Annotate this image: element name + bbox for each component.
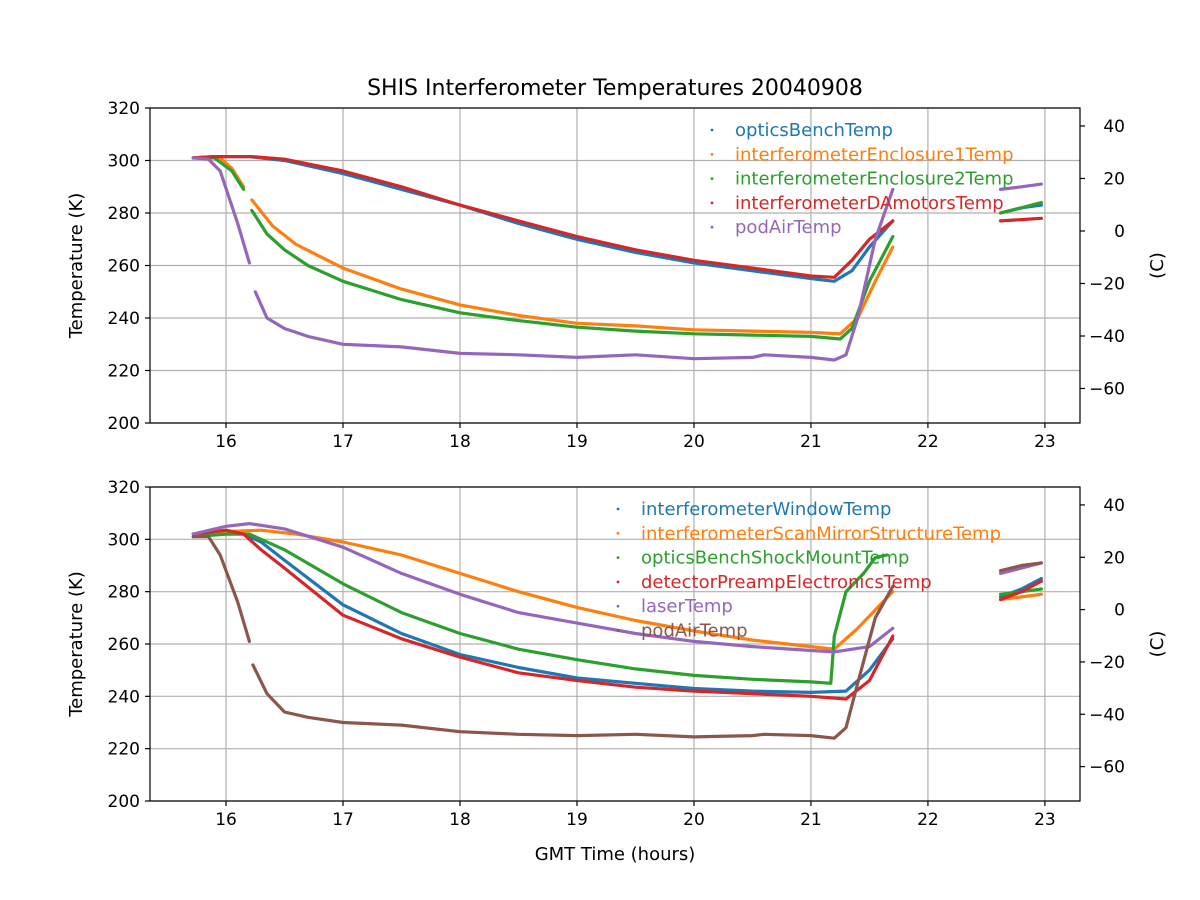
top-y-right-tick-label: 40 <box>1103 117 1125 137</box>
bottom-legend-label: interferometerScanMirrorStructureTemp <box>641 523 1001 544</box>
top-legend-marker <box>710 225 714 229</box>
bottom-y-tick-label: 280 <box>108 583 140 603</box>
chart-title: SHIS Interferometer Temperatures 2004090… <box>367 76 863 101</box>
top-legend-marker <box>710 177 714 181</box>
bottom-y-axis-label: Temperature (K) <box>66 571 87 718</box>
bottom-y-right-tick-label: −20 <box>1089 653 1125 673</box>
bottom-x-tick-label: 19 <box>566 810 588 830</box>
top-series-line <box>250 198 895 336</box>
bottom-axes-frame <box>149 486 1081 802</box>
bottom-x-tick-label: 21 <box>800 810 822 830</box>
top-series-line <box>250 208 895 341</box>
top-x-tick-label: 20 <box>683 432 705 452</box>
bottom-legend-label: opticsBenchShockMountTemp <box>641 548 909 569</box>
bottom-y-right-tick-label: −60 <box>1089 758 1125 778</box>
bottom-x-tick-label: 16 <box>215 810 237 830</box>
top-y-right-tick-label: 20 <box>1103 169 1125 189</box>
top-legend-label: interferometerEnclosure2Temp <box>735 169 1014 190</box>
bottom-x-tick-label: 18 <box>449 810 471 830</box>
bottom-legend-label: laserTemp <box>641 596 733 617</box>
bottom-series-line <box>191 535 251 644</box>
bottom-series-line <box>998 561 1044 573</box>
bottom-panel: 16 17 18 19 20 21 22 23200220240260280300320402… <box>66 478 1168 830</box>
top-panel: 16 17 18 19 20 21 22 23200220240260280300320402… <box>66 99 1168 452</box>
x-axis-label: GMT Time (hours) <box>535 844 696 865</box>
bottom-series-line <box>191 528 895 701</box>
bottom-y-right-tick-label: 20 <box>1103 548 1125 568</box>
bottom-legend-marker <box>616 531 620 535</box>
top-y-tick-label: 220 <box>108 362 140 382</box>
bottom-y-tick-label: 240 <box>108 687 140 707</box>
top-legend-marker <box>710 152 714 156</box>
bottom-legend-marker <box>616 580 620 584</box>
top-y-tick-label: 200 <box>108 414 140 434</box>
top-x-tick-label: 18 <box>449 432 471 452</box>
top-y-right-tick-label: −40 <box>1089 327 1125 347</box>
top-y-right-tick-label: −60 <box>1089 379 1125 399</box>
top-legend-label: interferometerDAmotorsTemp <box>735 193 1004 214</box>
bottom-x-tick-label: 22 <box>917 810 939 830</box>
top-legend-label: opticsBenchTemp <box>735 120 893 141</box>
top-y-tick-label: 280 <box>108 204 140 224</box>
bottom-series-interferometerScanMirrorStructureTemp <box>191 528 1044 651</box>
top-series-line <box>998 216 1044 223</box>
bottom-y-tick-label: 220 <box>108 740 140 760</box>
bottom-series-line <box>998 592 1044 602</box>
bottom-legend-label: podAirTemp <box>641 621 748 642</box>
top-y-right-tick-label: −20 <box>1089 274 1125 294</box>
bottom-legend-label: interferometerWindowTemp <box>641 499 891 520</box>
bottom-y-tick-label: 300 <box>108 530 140 550</box>
bottom-series-line <box>998 579 1044 602</box>
top-series-line <box>998 200 1044 215</box>
bottom-x-tick-label: 20 <box>683 810 705 830</box>
bottom-y-right-tick-label: −40 <box>1089 705 1125 725</box>
top-legend-marker <box>710 201 714 205</box>
top-series-line <box>250 155 895 279</box>
bottom-series-podAirTemp <box>191 535 1044 740</box>
top-y-tick-label: 260 <box>108 257 140 277</box>
bottom-y-tick-label: 320 <box>108 478 140 498</box>
bottom-x-tick-label: 17 <box>332 810 354 830</box>
top-x-tick-label: 21 <box>800 432 822 452</box>
bottom-series-line <box>191 528 895 651</box>
top-series-line <box>998 182 1044 191</box>
top-x-tick-label: 22 <box>917 432 939 452</box>
bottom-y-right-axis-label: (C) <box>1147 631 1168 658</box>
bottom-legend-marker <box>616 556 620 559</box>
bottom-series-line <box>191 521 895 654</box>
top-series-podAirTemp <box>191 156 1044 362</box>
bottom-y-right-tick-label: 40 <box>1103 496 1125 516</box>
bottom-legend-marker <box>616 604 620 608</box>
top-x-tick-label: 16 <box>215 432 237 452</box>
top-legend-marker <box>710 128 714 132</box>
top-y-tick-label: 240 <box>108 309 140 329</box>
top-x-tick-label: 19 <box>566 432 588 452</box>
top-y-right-axis-label: (C) <box>1147 252 1168 279</box>
bottom-y-right-tick-label: 0 <box>1114 601 1125 621</box>
bottom-series-line <box>251 584 895 740</box>
bottom-y-tick-label: 200 <box>108 792 140 812</box>
top-axes-frame <box>149 107 1081 424</box>
bottom-legend-marker <box>616 507 620 511</box>
top-x-tick-label: 17 <box>332 432 354 452</box>
bottom-series-line <box>191 529 895 695</box>
top-y-axis-label: Temperature (K) <box>66 193 87 340</box>
bottom-y-tick-label: 260 <box>108 635 140 655</box>
top-y-right-tick-label: 0 <box>1114 222 1125 242</box>
bottom-series-line <box>191 532 889 685</box>
top-y-tick-label: 320 <box>108 99 140 119</box>
top-legend-label: podAirTemp <box>735 217 842 238</box>
top-series-line <box>191 156 251 265</box>
top-series-line <box>253 187 895 362</box>
bottom-x-tick-label: 23 <box>1034 810 1056 830</box>
top-y-tick-label: 300 <box>108 152 140 172</box>
bottom-legend-marker <box>616 629 620 632</box>
bottom-legend-label: detectorPreampElectronicsTemp <box>641 572 932 593</box>
bottom-series-detectorPreampElectronicsTemp <box>191 528 1044 701</box>
top-x-tick-label: 23 <box>1034 432 1056 452</box>
top-legend-label: interferometerEnclosure1Temp <box>735 144 1014 165</box>
